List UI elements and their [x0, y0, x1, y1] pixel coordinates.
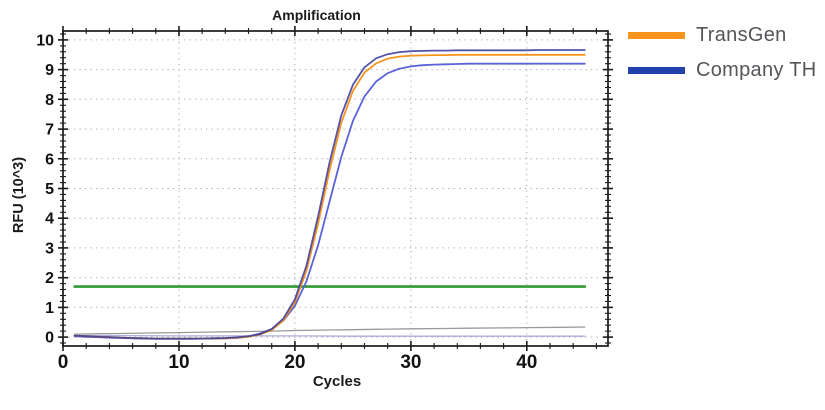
x-tick-label: 0	[58, 352, 69, 373]
legend-item: TransGen	[628, 23, 787, 46]
y-tick-label: 7	[45, 122, 54, 139]
y-tick-label: 3	[45, 240, 54, 257]
x-axis-title: Cycles	[312, 373, 362, 390]
y-tick-label: 1	[45, 300, 54, 317]
x-tick-label: 10	[168, 352, 189, 373]
plot-frame	[62, 30, 609, 347]
y-tick-label: 8	[45, 92, 54, 109]
y-tick-label: 4	[45, 211, 54, 228]
y-tick-label: 2	[45, 270, 54, 287]
legend-swatch	[628, 31, 685, 39]
y-tick-label: 9	[45, 62, 54, 79]
y-tick-label: 6	[45, 151, 54, 168]
series-baseline-gray	[73, 326, 586, 335]
y-tick-label: 10	[36, 32, 54, 49]
x-tick-label: 20	[284, 352, 305, 373]
series-company-th-2	[73, 62, 586, 340]
series-transgen	[73, 53, 586, 340]
series-company-th	[73, 49, 586, 340]
y-tick-label: 5	[45, 181, 54, 198]
series-baseline-flat	[73, 334, 586, 337]
legend-item-label: Company TH	[696, 58, 817, 81]
legend-swatch	[628, 66, 685, 74]
y-tick-label: 0	[45, 330, 54, 347]
chart-title: Amplification	[272, 7, 361, 23]
legend-item: Company TH	[628, 58, 817, 81]
legend: TransGen Company TH	[628, 0, 825, 110]
legend-item-label: TransGen	[696, 23, 787, 46]
x-tick-label: 30	[400, 352, 421, 373]
x-tick-label: 40	[516, 352, 537, 373]
